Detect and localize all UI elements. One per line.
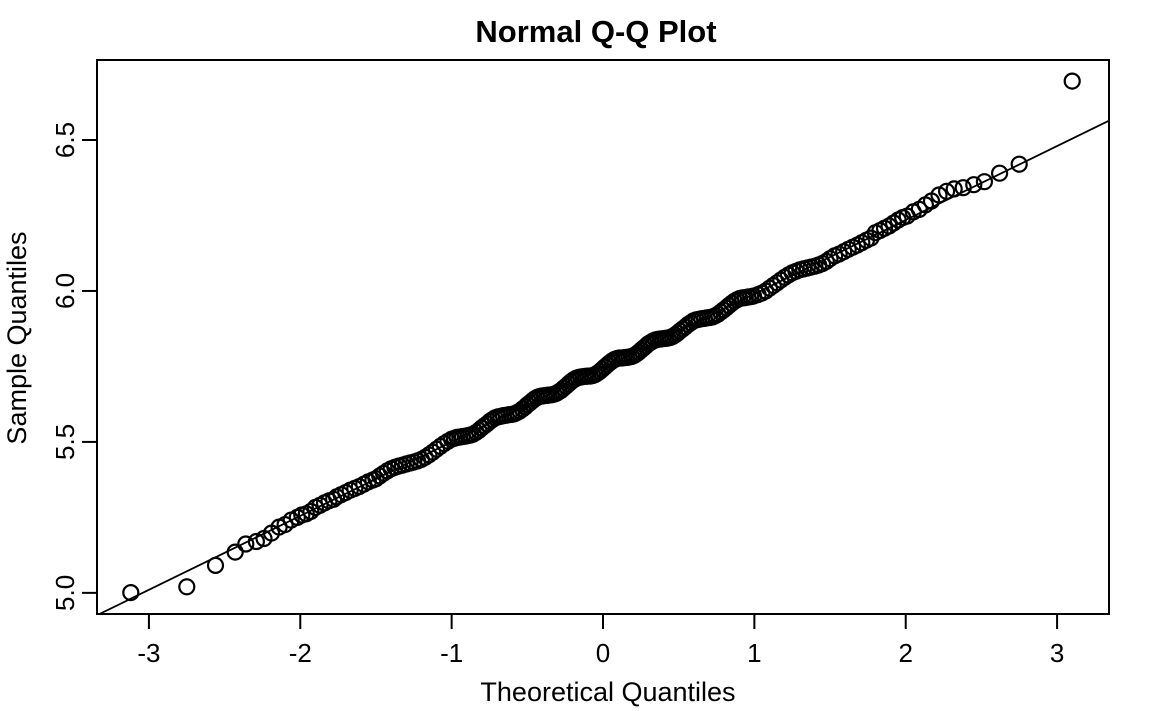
x-tick-label: 2	[898, 638, 912, 668]
x-tick-label: -3	[137, 638, 160, 668]
x-tick-label: 0	[596, 638, 610, 668]
y-tick-label: 5.0	[50, 575, 80, 611]
data-point	[247, 532, 265, 551]
data-point	[954, 179, 972, 197]
x-axis-ticks: -3 -2 -1 0 1 2 3	[137, 614, 1064, 668]
data-point	[237, 535, 255, 553]
data-point	[302, 502, 320, 520]
data-point	[206, 556, 225, 575]
scatter-points	[122, 72, 1081, 602]
x-axis-title: Theoretical Quantiles	[480, 677, 735, 707]
plot-border	[96, 59, 1110, 615]
chart-title: Normal Q-Q Plot	[475, 14, 716, 49]
data-point	[945, 180, 963, 198]
data-point	[1010, 155, 1028, 173]
x-tick-label: -1	[440, 638, 463, 668]
data-point	[990, 164, 1009, 182]
y-axis-title: Sample Quantiles	[2, 231, 32, 444]
data-point	[178, 578, 196, 596]
x-tick-label: 3	[1050, 638, 1064, 668]
data-point	[965, 176, 983, 194]
data-point	[880, 217, 898, 235]
y-tick-label: 5.5	[50, 424, 80, 460]
y-tick-label: 6.0	[50, 273, 80, 309]
data-point	[937, 182, 956, 200]
data-point	[122, 583, 140, 602]
x-tick-label: 1	[747, 638, 761, 668]
x-tick-label: -2	[289, 638, 312, 668]
data-point	[226, 543, 244, 561]
y-axis-ticks: 5.0 5.5 6.0 6.5	[50, 122, 97, 611]
data-point	[1063, 72, 1081, 90]
y-tick-label: 6.5	[50, 122, 80, 158]
data-point	[975, 173, 994, 191]
